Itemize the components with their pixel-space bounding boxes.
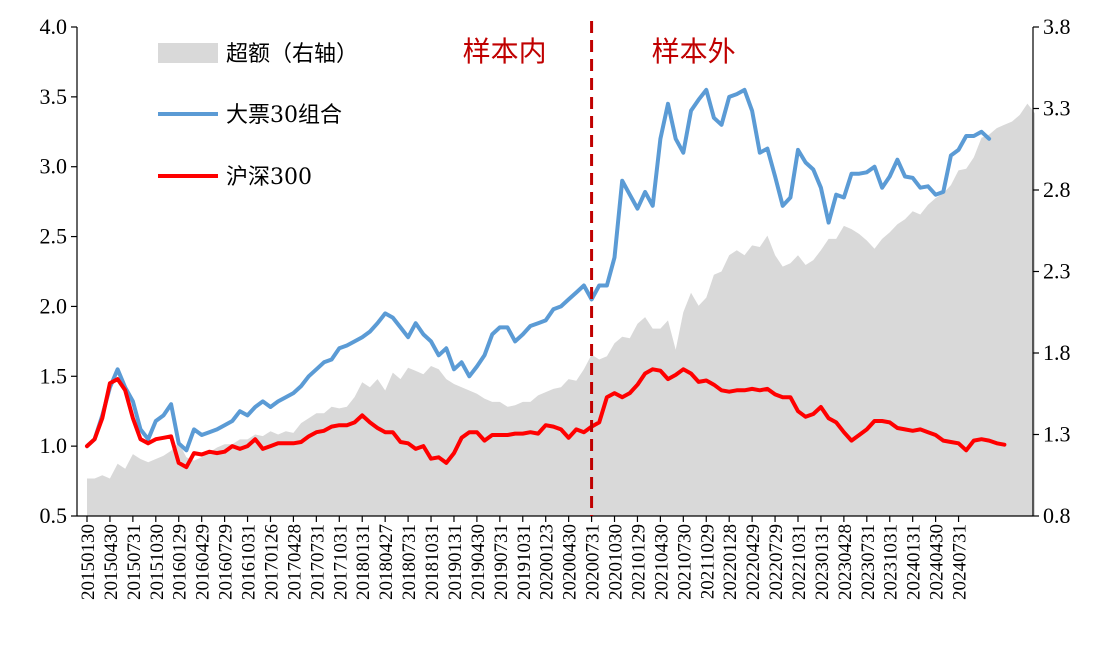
legend-label: 沪深300	[226, 165, 312, 190]
x-tick-label: 20240731	[950, 524, 971, 600]
left-tick-label: 2.0	[40, 293, 68, 318]
x-tick-label: 20181031	[422, 524, 443, 600]
left-tick-label: 1.5	[40, 363, 68, 388]
left-tick-label: 2.5	[40, 224, 68, 249]
x-tick-label: 20240430	[927, 524, 948, 600]
x-tick-label: 20190131	[445, 524, 466, 600]
right-tick-label: 1.3	[1043, 422, 1071, 447]
x-tick-label: 20220729	[766, 524, 787, 600]
x-tick-label: 20171031	[330, 524, 351, 600]
line-series-hs300	[85, 367, 1007, 470]
x-tick-label: 20180427	[376, 524, 397, 600]
in-sample-label: 样本内	[463, 35, 547, 68]
x-tick-label: 20211029	[697, 524, 718, 599]
x-tick-label: 20150731	[124, 524, 145, 600]
legend-label: 大票30组合	[226, 103, 342, 128]
x-tick-label: 20160129	[170, 524, 191, 600]
x-tick-label: 20200430	[560, 524, 581, 600]
x-tick-label: 20150430	[101, 524, 122, 600]
x-tick-label: 20160729	[216, 524, 237, 600]
line-series-big30	[85, 87, 992, 453]
x-tick-label: 20191031	[514, 524, 535, 600]
line-series-layer	[85, 87, 1007, 470]
x-tick-label: 20240131	[904, 524, 925, 600]
x-tick-label: 20160429	[193, 524, 214, 600]
legend-swatch-excess	[158, 43, 218, 63]
x-tick-label: 20220128	[720, 524, 741, 600]
right-tick-label: 1.8	[1043, 340, 1071, 365]
x-tick-label: 20210430	[651, 524, 672, 600]
x-tick-label: 20170428	[284, 524, 305, 600]
x-tick-label: 20190430	[468, 524, 489, 600]
x-tick-label: 20200731	[583, 524, 604, 600]
left-tick-label: 1.0	[40, 433, 68, 458]
x-tick-label: 20190731	[491, 524, 512, 600]
x-tick-label: 20150130	[78, 524, 99, 600]
x-tick-label: 20231031	[881, 524, 902, 600]
x-tick-label: 20221031	[789, 524, 810, 600]
axes: 0.5 1.0 1.5 2.0 2.5 3.0 3.5 4.0 0.8 1.3 1.8 2.3 2.8 3…	[40, 14, 1071, 600]
x-tick-label: 20161031	[239, 524, 260, 600]
left-tick-label: 3.5	[40, 84, 68, 109]
x-tick-label: 20180131	[353, 524, 374, 600]
left-tick-label: 4.0	[40, 14, 68, 39]
right-tick-label: 2.8	[1043, 177, 1071, 202]
left-tick-label: 3.0	[40, 154, 68, 179]
sample-split: 样本内 样本外	[463, 21, 736, 516]
x-tick-label: 20170126	[262, 524, 283, 600]
x-tick-label: 20180731	[399, 524, 420, 600]
right-tick-label: 2.3	[1043, 259, 1071, 284]
x-tick-label: 20210129	[629, 524, 650, 600]
x-tick-label: 20220429	[743, 524, 764, 600]
x-tick-label: 20201030	[606, 524, 627, 600]
out-sample-label: 样本外	[652, 35, 736, 68]
x-tick-label: 20151030	[147, 524, 168, 600]
x-tick-label: 20230131	[812, 524, 833, 600]
x-tick-label: 20230731	[858, 524, 879, 600]
legend-label: 超额（右轴）	[226, 42, 358, 67]
left-tick-label: 0.5	[40, 503, 68, 528]
x-tick-label: 20170731	[307, 524, 328, 600]
x-tick-label: 20210730	[674, 524, 695, 600]
right-tick-label: 3.8	[1043, 14, 1071, 39]
x-tick-label: 20200123	[537, 524, 558, 600]
x-tick-label: 20230428	[835, 524, 856, 600]
right-tick-label: 3.3	[1043, 96, 1071, 121]
right-tick-label: 0.8	[1043, 503, 1071, 528]
